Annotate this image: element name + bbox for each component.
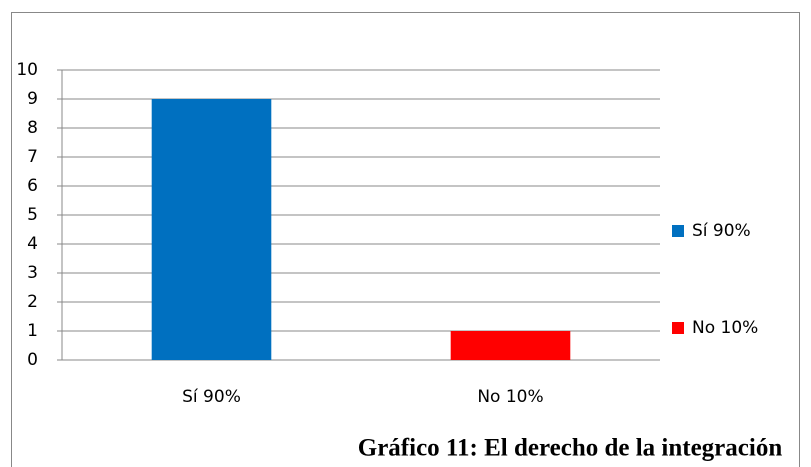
y-tick-label: 6 bbox=[27, 176, 38, 196]
bar bbox=[450, 331, 571, 360]
legend-label: No 10% bbox=[692, 318, 758, 338]
y-tick-label: 10 bbox=[16, 60, 38, 80]
legend-label: Sí 90% bbox=[692, 221, 751, 241]
x-tick-label: No 10% bbox=[477, 387, 543, 407]
x-tick-label: Sí 90% bbox=[182, 387, 241, 407]
y-tick-label: 3 bbox=[27, 263, 38, 283]
y-tick-label: 2 bbox=[27, 292, 38, 312]
chart-border bbox=[11, 12, 800, 467]
y-tick-label: 5 bbox=[27, 205, 38, 225]
y-tick-label: 7 bbox=[27, 147, 38, 167]
y-tick-label: 1 bbox=[27, 321, 38, 341]
y-tick-label: 4 bbox=[27, 234, 38, 254]
y-tick-label: 0 bbox=[27, 350, 38, 370]
bar bbox=[151, 99, 272, 360]
y-tick-label: 9 bbox=[27, 89, 38, 109]
legend-swatch bbox=[672, 225, 684, 237]
legend-swatch bbox=[672, 322, 684, 334]
y-tick-label: 8 bbox=[27, 118, 38, 138]
chart-title: Gráfico 11: El derecho de la integración bbox=[358, 435, 783, 462]
